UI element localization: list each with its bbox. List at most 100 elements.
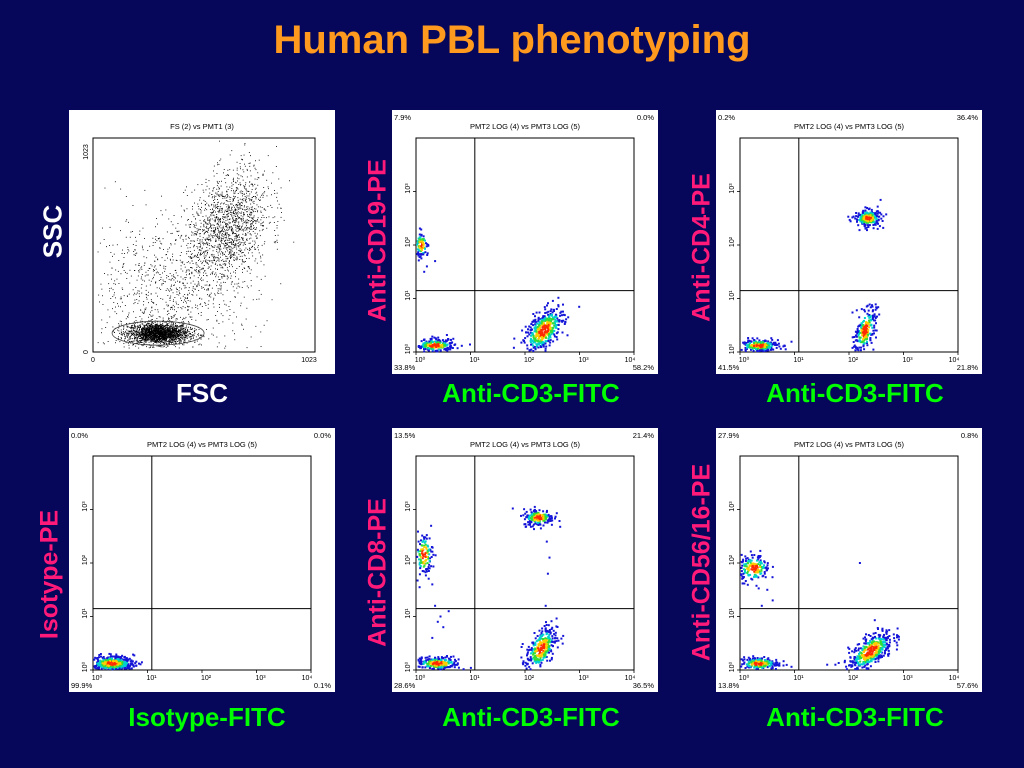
event-point [178, 328, 180, 330]
event-point [154, 270, 155, 271]
event-point [203, 336, 205, 338]
event-point [151, 307, 153, 309]
event-point [220, 193, 222, 195]
event-point [118, 323, 120, 325]
event-point [198, 270, 199, 271]
event-point [554, 320, 557, 323]
event-point [185, 331, 187, 333]
event-point [234, 296, 236, 297]
event-point [219, 246, 221, 248]
event-point [151, 340, 153, 342]
event-point [146, 298, 148, 300]
event-point [220, 267, 222, 269]
event-point [168, 218, 170, 220]
event-point [157, 327, 159, 329]
event-point [249, 162, 251, 164]
event-point [235, 233, 236, 234]
event-point [227, 250, 229, 252]
event-point [164, 327, 166, 329]
event-point [257, 177, 259, 179]
event-point [164, 268, 166, 270]
event-point [137, 334, 139, 336]
event-point [223, 202, 225, 204]
event-point [116, 278, 118, 280]
event-point [191, 307, 193, 309]
event-point [197, 213, 199, 215]
event-point [204, 221, 206, 223]
x-tick-label: 10² [524, 357, 535, 364]
event-point [183, 323, 185, 325]
event-point [190, 282, 192, 284]
event-point [160, 334, 162, 336]
event-point [229, 206, 230, 208]
event-point [224, 264, 226, 266]
event-point [157, 334, 159, 336]
event-point [151, 332, 152, 334]
event-point [160, 333, 162, 334]
event-point [166, 344, 168, 345]
event-point [227, 219, 229, 221]
event-point [141, 318, 143, 320]
event-point [252, 231, 254, 232]
event-point [170, 221, 172, 223]
event-point [168, 289, 169, 291]
event-point [166, 334, 167, 336]
event-point [159, 325, 161, 327]
event-point [156, 327, 157, 329]
event-point [197, 256, 198, 258]
event-point [142, 327, 144, 329]
event-point [220, 206, 222, 208]
event-point [167, 323, 169, 324]
event-point [132, 327, 134, 328]
event-point [436, 350, 439, 353]
event-point [427, 347, 430, 350]
event-point [212, 196, 214, 198]
event-point [176, 329, 177, 331]
event-point [138, 264, 140, 266]
event-point [547, 338, 550, 340]
event-point [226, 239, 228, 241]
event-point [157, 324, 158, 326]
event-point [229, 235, 231, 236]
event-point [194, 283, 196, 285]
event-point [230, 197, 232, 198]
event-point [150, 346, 151, 348]
event-point [97, 342, 99, 344]
event-point [220, 237, 222, 239]
event-point [173, 324, 175, 326]
event-point [129, 269, 131, 271]
event-point [242, 208, 244, 210]
event-point [233, 195, 234, 197]
event-point [131, 333, 133, 334]
event-point [147, 326, 149, 328]
event-point [125, 318, 127, 320]
event-point [153, 337, 155, 339]
event-point [234, 192, 236, 194]
event-point [262, 173, 264, 175]
event-point [133, 334, 135, 336]
event-point [197, 277, 199, 279]
event-point [226, 232, 228, 233]
event-point [188, 340, 190, 342]
event-point [244, 214, 245, 216]
event-point [247, 287, 249, 289]
event-point [168, 332, 170, 334]
event-point [170, 289, 172, 291]
event-point [229, 265, 230, 267]
event-point [234, 206, 235, 208]
event-point [256, 204, 258, 206]
event-point [156, 331, 158, 333]
event-point [195, 222, 197, 224]
event-point [208, 236, 210, 238]
event-point [222, 238, 224, 240]
event-point [226, 242, 228, 244]
event-point [247, 216, 249, 217]
event-point [152, 330, 154, 332]
event-point [169, 325, 171, 327]
event-point [230, 275, 232, 277]
event-point [168, 313, 170, 314]
event-point [125, 336, 127, 338]
event-point [158, 326, 160, 328]
event-point [132, 289, 134, 291]
event-point [224, 217, 226, 219]
